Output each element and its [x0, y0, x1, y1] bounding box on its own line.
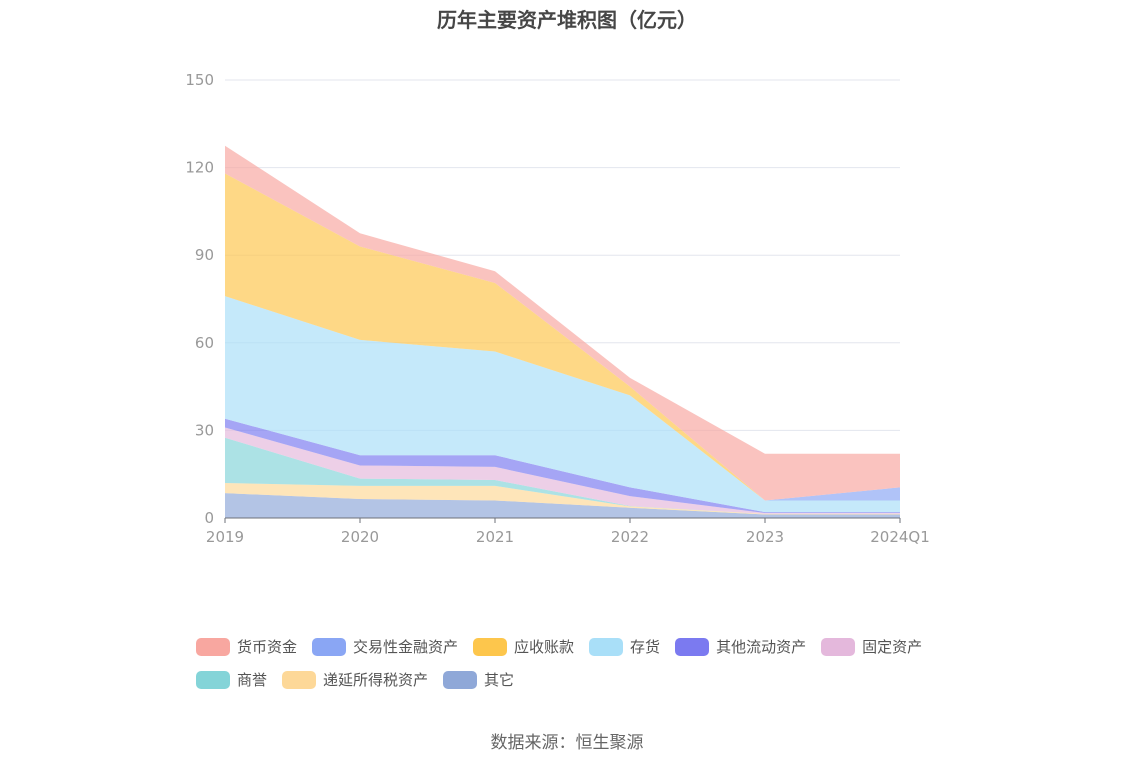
legend-swatch [196, 670, 230, 689]
legend-swatch [282, 670, 317, 689]
legend-item[interactable]: 其它 [443, 669, 514, 690]
legend-label: 其它 [484, 671, 515, 689]
legend-item[interactable]: 货币资金 [196, 636, 297, 657]
legend-label: 存货 [630, 638, 661, 656]
legend-label: 货币资金 [237, 638, 298, 656]
legend-item[interactable]: 其他流动资产 [675, 636, 806, 657]
legend-item[interactable]: 递延所得税资产 [282, 669, 428, 690]
legend-label: 固定资产 [862, 638, 923, 656]
area-series-1[interactable] [225, 482, 900, 515]
legend-item[interactable]: 存货 [589, 636, 660, 657]
x-tick-label: 2024Q1 [870, 528, 930, 546]
x-tick-label: 2020 [341, 528, 379, 546]
area-series-8[interactable] [225, 145, 900, 501]
data-source: 数据来源：恒生聚源 [490, 733, 644, 753]
x-tick-label: 2023 [746, 528, 784, 546]
axes: 0 30 60 90 120 150 2019 2020 2021 2022 2023 2024Q1 [185, 71, 929, 546]
legend-label: 其他流动资产 [716, 638, 807, 656]
y-tick-label: 30 [195, 421, 214, 439]
area-series-3[interactable] [225, 427, 900, 514]
legend-swatch [196, 637, 230, 656]
legend-row: 货币资金 交易性金融资产 应收账款 存货 其他流动资产 固定资产 [196, 630, 956, 663]
legend: 货币资金 交易性金融资产 应收账款 存货 其他流动资产 固定资产 商誉 递延所得税资产 其它 [196, 630, 956, 696]
legend-label: 递延所得税资产 [323, 671, 429, 689]
legend-swatch [312, 637, 347, 656]
legend-item[interactable]: 商誉 [196, 669, 267, 690]
legend-row: 商誉 递延所得税资产 其它 [196, 663, 956, 696]
x-tick-label: 2021 [476, 528, 514, 546]
y-tick-label: 90 [195, 246, 214, 264]
legend-label: 商誉 [237, 671, 268, 689]
legend-swatch [675, 637, 710, 656]
legend-swatch [821, 637, 856, 656]
x-tick-label: 2022 [611, 528, 649, 546]
y-tick-label: 120 [185, 159, 214, 177]
legend-swatch [473, 637, 508, 656]
area-series [225, 145, 900, 518]
legend-label: 交易性金融资产 [353, 638, 459, 656]
area-series-6[interactable] [225, 173, 900, 501]
x-tick-label: 2019 [206, 528, 244, 546]
area-series-5[interactable] [225, 296, 900, 513]
chart-title: 历年主要资产堆积图（亿元） [437, 8, 697, 32]
y-tick-label: 0 [204, 509, 214, 527]
legend-label: 应收账款 [514, 638, 575, 656]
area-series-0[interactable] [225, 493, 900, 518]
legend-item[interactable]: 交易性金融资产 [312, 636, 458, 657]
legend-swatch [443, 670, 478, 689]
legend-swatch [589, 637, 624, 656]
y-tick-label: 60 [195, 334, 214, 352]
y-tick-label: 150 [185, 71, 214, 89]
legend-item[interactable]: 固定资产 [821, 636, 922, 657]
legend-item[interactable]: 应收账款 [473, 636, 574, 657]
